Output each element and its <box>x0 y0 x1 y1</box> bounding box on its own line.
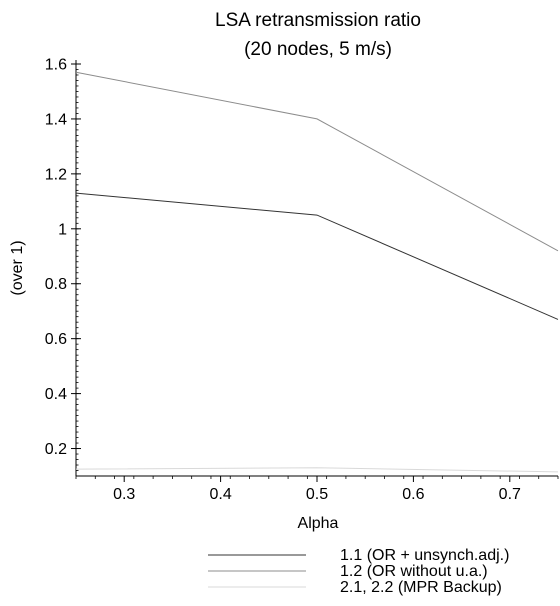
y-tick-label: 0.2 <box>45 441 67 458</box>
x-tick-label: 0.6 <box>402 486 424 503</box>
y-tick-label: 0.4 <box>45 386 67 403</box>
x-tick-label: 0.3 <box>113 486 135 503</box>
x-tick-label: 0.4 <box>209 486 231 503</box>
series-line-2 <box>76 72 558 251</box>
legend-label-1: 1.1 (OR + unsynch.adj.) <box>340 547 509 564</box>
y-tick-label: 1 <box>58 221 67 238</box>
legend: 1.1 (OR + unsynch.adj.)1.2 (OR without u… <box>208 547 509 596</box>
legend-label-3: 2.1, 2.2 (MPR Backup) <box>340 579 502 596</box>
y-tick-label: 0.8 <box>45 276 67 293</box>
y-tick-label: 1.6 <box>45 57 67 74</box>
y-tick-label: 1.4 <box>45 111 67 128</box>
x-tick-label: 0.5 <box>306 486 328 503</box>
y-axis-label: (over 1) <box>9 240 26 295</box>
y-tick-label: 1.2 <box>45 166 67 183</box>
legend-label-2: 1.2 (OR without u.a.) <box>340 563 488 580</box>
x-tick-label: 0.7 <box>499 486 521 503</box>
chart-title: LSA retransmission ratio <box>215 10 421 31</box>
chart-subtitle: (20 nodes, 5 m/s) <box>244 39 392 60</box>
series-line-3 <box>76 468 558 472</box>
x-axis-ticks: 0.3 0.4 0.5 0.6 0.7 <box>76 476 558 503</box>
y-tick-label: 0.6 <box>45 331 67 348</box>
series-lines <box>76 72 558 472</box>
x-axis-label: Alpha <box>298 515 339 532</box>
series-line-1 <box>76 193 558 319</box>
axes <box>76 60 558 476</box>
